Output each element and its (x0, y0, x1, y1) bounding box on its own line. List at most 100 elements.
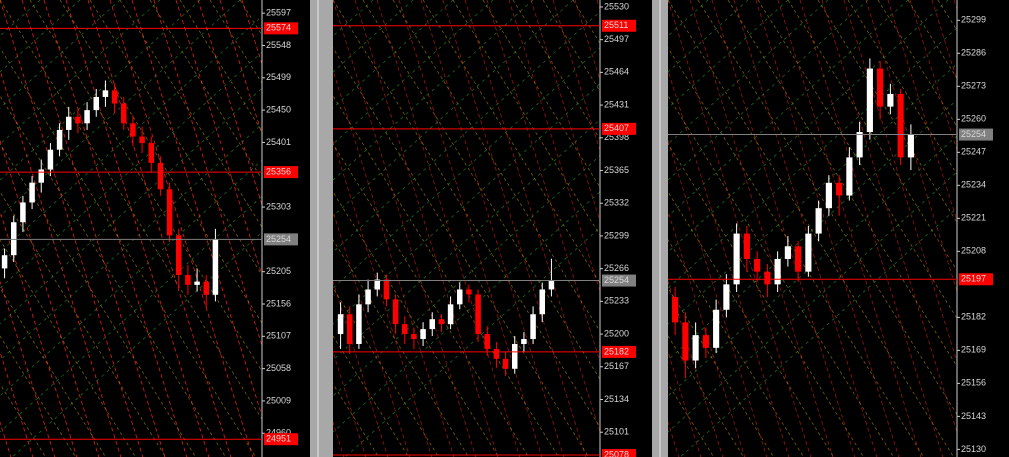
candle-body (102, 90, 109, 97)
y-tick-label: 25303 (266, 201, 291, 211)
y-tick-label: 25182 (961, 312, 986, 322)
channel-line (333, 139, 433, 457)
candle-body (897, 93, 904, 158)
channel-line (0, 0, 201, 181)
channel-line (508, 0, 600, 293)
candle-body (774, 258, 781, 285)
channel-line (21, 0, 166, 457)
price-level-label: 25197 (961, 274, 986, 284)
channel-line (931, 0, 957, 82)
channel-line (333, 155, 600, 397)
y-tick-label: 25450 (266, 105, 291, 115)
candle-body (139, 136, 145, 144)
channel-line (668, 0, 812, 457)
y-tick-label: 25260 (961, 114, 986, 124)
candle-body (374, 279, 380, 290)
channel-line (153, 0, 262, 347)
channel-line (668, 0, 789, 109)
channel-line (87, 0, 232, 457)
y-tick-label: 25365 (604, 165, 629, 175)
last-price-tag (264, 233, 298, 246)
channel-line (777, 0, 922, 457)
channel-line (333, 191, 600, 433)
candle-body (692, 335, 699, 361)
candle-body (347, 314, 353, 344)
candle-body (84, 110, 90, 124)
channel-line (887, 0, 957, 223)
price-level-tag (602, 345, 636, 358)
candle-body (548, 280, 555, 290)
channel-line (0, 0, 144, 457)
plot-area (0, 0, 262, 457)
channel-line (668, 0, 829, 145)
channel-line (574, 0, 600, 82)
candle-body (784, 246, 791, 259)
y-tick-label: 24960 (266, 428, 291, 438)
price-level-label: 24951 (266, 434, 291, 444)
y-tick-label: 25497 (604, 34, 629, 44)
candle-body (539, 289, 545, 315)
channel-line (333, 0, 477, 457)
price-level-tag (264, 22, 298, 35)
price-level-label: 25182 (604, 346, 629, 356)
candle-body (723, 284, 730, 310)
channel-line (333, 47, 600, 289)
candle-body (75, 116, 81, 124)
channel-line (333, 0, 494, 145)
price-level-label: 25407 (604, 123, 629, 133)
candle-body (512, 343, 518, 369)
price-level-label: 25511 (604, 20, 628, 30)
y-tick-label: 25167 (604, 361, 629, 371)
candle-body (411, 334, 417, 340)
channel-line (175, 0, 262, 277)
channel-line (354, 0, 499, 457)
y-tick-label: 25499 (266, 72, 291, 82)
channel-line (486, 0, 600, 363)
channel-line (668, 0, 949, 253)
candle-body (836, 182, 843, 196)
channel-line (344, 227, 600, 457)
candle-body (866, 68, 873, 133)
channel-line (0, 159, 262, 397)
last-price-tag (602, 274, 636, 287)
y-tick-label: 25286 (961, 48, 986, 58)
channel-line (333, 209, 411, 457)
channel-line (668, 139, 768, 457)
y-tick-label: 25101 (604, 427, 629, 437)
price-level-tag (602, 449, 636, 457)
channel-line (821, 0, 957, 434)
y-tick-label: 25205 (266, 266, 291, 276)
channel-line (11, 231, 262, 457)
candle-body (672, 297, 679, 323)
last-price-tag (959, 128, 993, 141)
channel-line (0, 69, 122, 457)
candle-body (420, 329, 426, 340)
channel-line (197, 0, 262, 207)
channel-line (530, 0, 600, 223)
channel-line (668, 0, 909, 217)
channel-line (668, 171, 957, 433)
channel-line (333, 11, 600, 253)
candle-body (392, 299, 399, 325)
channel-line (0, 139, 100, 457)
y-tick-label: 25156 (266, 298, 291, 308)
candle-body (212, 239, 219, 295)
channel-line (668, 135, 957, 397)
candle-body (743, 233, 750, 259)
candle-body (11, 222, 17, 256)
candle-body (447, 304, 454, 325)
candle-body (185, 274, 191, 285)
candle-body (825, 182, 832, 209)
candle-body (846, 157, 853, 196)
y-tick-label: 25398 (604, 132, 629, 142)
price-level-label: 25574 (266, 23, 291, 33)
candle-body (475, 294, 481, 335)
y-tick-label: 25332 (604, 198, 629, 208)
y-tick-label: 25058 (266, 363, 291, 373)
candle-body (194, 281, 200, 285)
channel-line (333, 0, 454, 109)
channel-line (333, 69, 455, 457)
candle-body (365, 289, 371, 305)
